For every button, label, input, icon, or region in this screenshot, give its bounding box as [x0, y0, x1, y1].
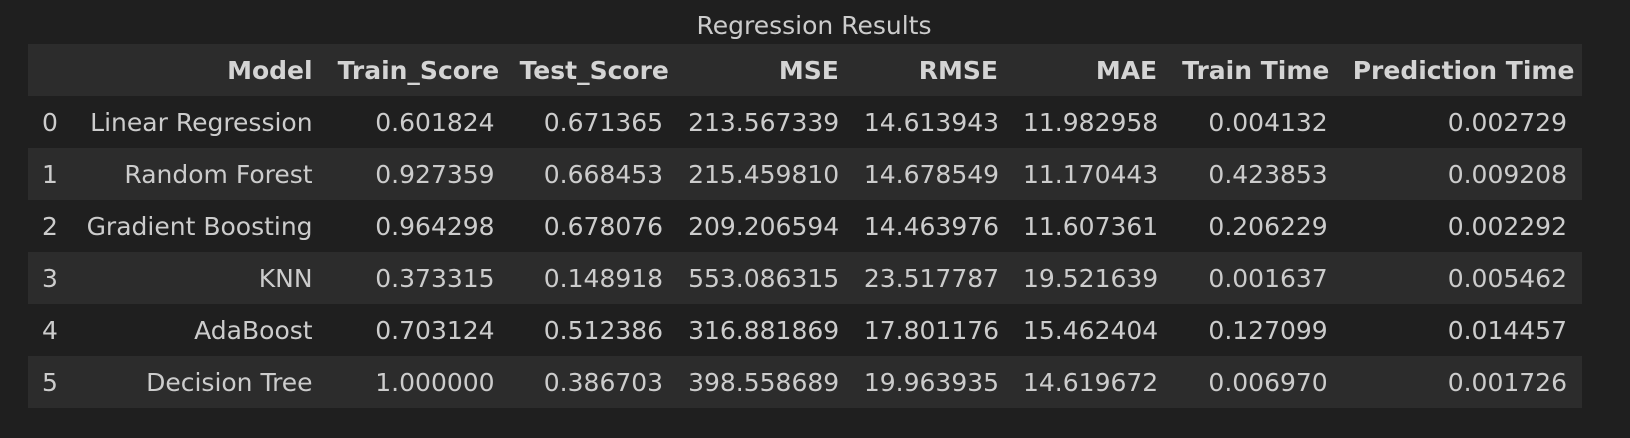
- row-index: 4: [42, 315, 58, 345]
- column-header-train-time: Train Time: [1182, 55, 1330, 85]
- column-header-prediction-time: Prediction Time: [1352, 55, 1575, 85]
- table-row: 3 KNN 0.373315 0.148918 553.086315 23.51…: [28, 252, 1582, 304]
- header-row: Model Train_Score Test_Score MSE RMSE MA…: [28, 44, 1582, 96]
- cell-prediction-time: 0.014457: [1447, 315, 1567, 345]
- cell-rmse: 17.801176: [863, 315, 1000, 345]
- cell-train-time: 0.004132: [1208, 107, 1328, 137]
- cell-prediction-time: 0.002729: [1447, 107, 1567, 137]
- table-row: 0 Linear Regression 0.601824 0.671365 21…: [28, 96, 1582, 148]
- column-header-mae: MAE: [1095, 55, 1158, 85]
- cell-train-time: 0.127099: [1208, 315, 1328, 345]
- table-body: 0 Linear Regression 0.601824 0.671365 21…: [28, 96, 1582, 408]
- cell-model: Random Forest: [124, 159, 313, 189]
- table-row: 1 Random Forest 0.927359 0.668453 215.45…: [28, 148, 1582, 200]
- cell-test-score: 0.668453: [543, 159, 664, 189]
- cell-model: Decision Tree: [146, 367, 313, 397]
- index-header: [28, 44, 76, 96]
- table-row: 2 Gradient Boosting 0.964298 0.678076 20…: [28, 200, 1582, 252]
- cell-train-score: 1.000000: [375, 367, 495, 397]
- cell-test-score: 0.148918: [543, 263, 664, 293]
- cell-rmse: 23.517787: [863, 263, 1000, 293]
- cell-test-score: 0.512386: [543, 315, 664, 345]
- column-header-mse: MSE: [778, 55, 839, 85]
- results-table-container: Regression Results Model Train_Score Tes…: [28, 8, 1582, 408]
- cell-mae: 11.170443: [1023, 159, 1159, 189]
- cell-mae: 15.462404: [1023, 315, 1159, 345]
- column-header-rmse: RMSE: [918, 55, 998, 85]
- cell-mse: 209.206594: [688, 211, 840, 241]
- cell-rmse: 19.963935: [863, 367, 1000, 397]
- row-index: 1: [42, 159, 58, 189]
- cell-train-score: 0.927359: [375, 159, 495, 189]
- row-index: 2: [42, 211, 58, 241]
- cell-prediction-time: 0.005462: [1447, 263, 1567, 293]
- cell-test-score: 0.671365: [543, 107, 664, 137]
- cell-rmse: 14.678549: [863, 159, 1000, 189]
- cell-rmse: 14.613943: [863, 107, 1000, 137]
- row-index: 5: [42, 367, 58, 397]
- column-header-test-score: Test_Score: [519, 55, 669, 85]
- cell-mae: 11.982958: [1023, 107, 1159, 137]
- cell-model: KNN: [258, 263, 313, 293]
- cell-test-score: 0.386703: [543, 367, 664, 397]
- cell-mse: 215.459810: [688, 159, 840, 189]
- row-index: 0: [42, 107, 58, 137]
- cell-mse: 316.881869: [688, 315, 840, 345]
- cell-mae: 11.607361: [1023, 211, 1159, 241]
- cell-mae: 14.619672: [1023, 367, 1159, 397]
- table-row: 4 AdaBoost 0.703124 0.512386 316.881869 …: [28, 304, 1582, 356]
- cell-train-score: 0.964298: [375, 211, 495, 241]
- cell-prediction-time: 0.002292: [1447, 211, 1567, 241]
- cell-train-time: 0.423853: [1208, 159, 1328, 189]
- cell-train-time: 0.001637: [1208, 263, 1328, 293]
- cell-model: Gradient Boosting: [86, 211, 313, 241]
- cell-prediction-time: 0.001726: [1447, 367, 1567, 397]
- cell-model: Linear Regression: [90, 107, 313, 137]
- column-header-train-score: Train_Score: [337, 55, 500, 85]
- cell-test-score: 0.678076: [543, 211, 664, 241]
- cell-model: AdaBoost: [194, 315, 313, 345]
- cell-mse: 213.567339: [688, 107, 840, 137]
- cell-train-time: 0.206229: [1208, 211, 1328, 241]
- table-row: 5 Decision Tree 1.000000 0.386703 398.55…: [28, 356, 1582, 408]
- cell-train-score: 0.601824: [375, 107, 495, 137]
- cell-prediction-time: 0.009208: [1447, 159, 1567, 189]
- cell-train-score: 0.703124: [375, 315, 495, 345]
- cell-mse: 553.086315: [688, 263, 840, 293]
- cell-train-score: 0.373315: [375, 263, 495, 293]
- row-index: 3: [42, 263, 58, 293]
- cell-rmse: 14.463976: [863, 211, 1000, 241]
- cell-mse: 398.558689: [688, 367, 840, 397]
- cell-train-time: 0.006970: [1208, 367, 1328, 397]
- cell-mae: 19.521639: [1023, 263, 1159, 293]
- column-header-model: Model: [227, 55, 313, 85]
- table-caption: Regression Results: [696, 11, 932, 40]
- results-table: Model Train_Score Test_Score MSE RMSE MA…: [28, 44, 1582, 408]
